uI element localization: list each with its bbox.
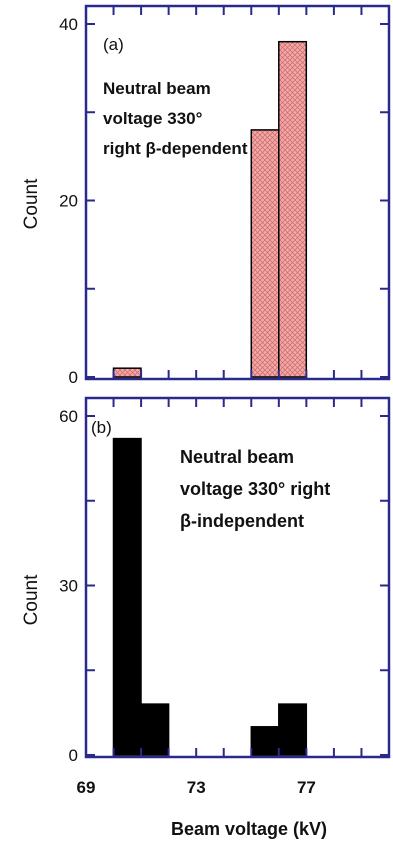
panel-b-bar-3: [278, 703, 308, 756]
panel-b-ticks: [85, 398, 390, 757]
panel-b-y-tick-labels: 0 30 60: [59, 407, 78, 765]
x-tick-label: 77: [297, 778, 316, 797]
x-axis-label: Beam voltage (kV): [171, 819, 327, 839]
panel-a: 0 20 40 (a) Neutral beam voltage 330° righ…: [21, 4, 391, 387]
x-tick-label: 73: [187, 778, 206, 797]
x-tick-label: 69: [77, 778, 96, 797]
panel-b-bar-2: [250, 726, 280, 756]
panel-b-bar-0: [112, 437, 142, 756]
y-tick-label: 30: [59, 577, 78, 596]
panel-a-label: (a): [103, 35, 124, 54]
panel-b-bars: [112, 437, 308, 756]
panel-a-bar-0: [112, 367, 142, 378]
panel-b: 0 30 60 (b) Neutral beam voltage 330° righ…: [21, 396, 391, 839]
panel-a-bar-1: [250, 129, 280, 378]
panel-a-bar-2: [278, 40, 308, 378]
x-tick-labels: 69 73 77: [77, 778, 316, 797]
panel-a-y-axis-label: Count: [21, 178, 42, 229]
panel-a-bars: [112, 40, 308, 378]
panel-b-annotation-line-3: β-independent: [180, 511, 304, 531]
panel-a-y-tick-labels: 0 20 40: [59, 15, 78, 387]
panel-a-ticks: [85, 6, 390, 379]
panel-a-annotation-line-2: voltage 330°: [103, 109, 203, 128]
panel-a-annotation-line-3: right β-dependent: [103, 139, 248, 158]
panel-b-frame: [84, 396, 391, 759]
y-tick-label: 40: [59, 15, 78, 34]
panel-a-frame: [84, 4, 391, 381]
panel-b-bar-1: [140, 703, 170, 756]
y-tick-label: 60: [59, 407, 78, 426]
panel-b-label: (b): [91, 418, 112, 437]
y-tick-label: 0: [69, 368, 78, 387]
panel-a-annotation-line-1: Neutral beam: [103, 79, 211, 98]
panel-b-annotation-line-2: voltage 330° right: [180, 479, 330, 499]
panel-b-annotation-line-1: Neutral beam: [180, 447, 294, 467]
y-tick-label: 0: [69, 746, 78, 765]
y-tick-label: 20: [59, 192, 78, 211]
panel-b-y-axis-label: Count: [21, 574, 42, 625]
